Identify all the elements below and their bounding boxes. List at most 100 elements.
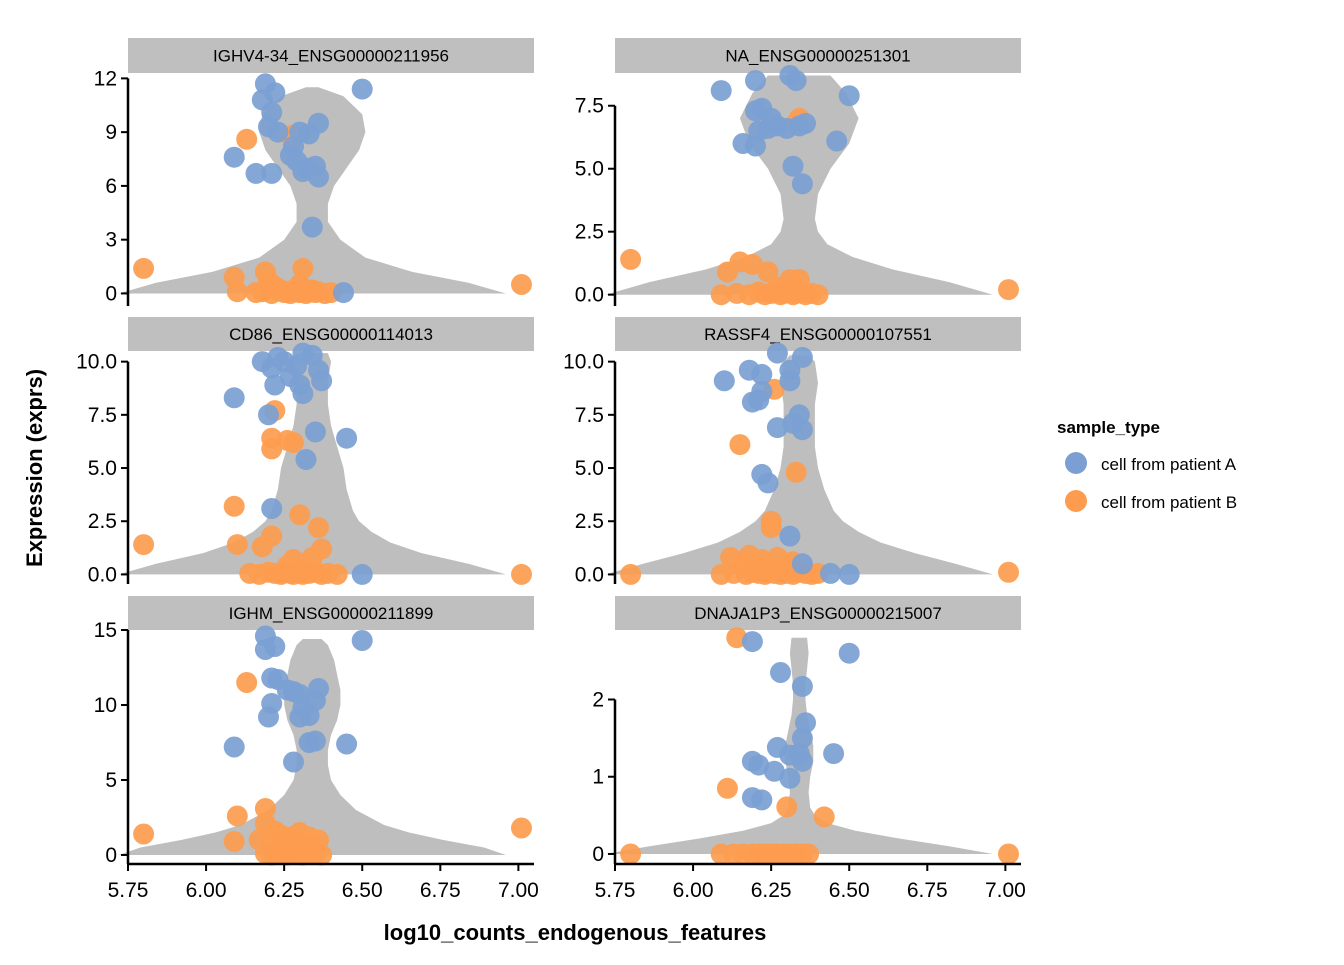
data-point-patient-a [301,216,323,238]
data-point-patient-b [308,517,329,539]
data-point-patient-a [283,751,304,773]
data-point-patient-a [333,282,354,304]
y-tick-label: 15 [94,619,117,642]
facet-strip [615,38,1021,73]
data-point-patient-b [511,563,532,585]
y-tick-label: 6 [105,175,117,198]
data-point-patient-b [254,798,276,819]
data-point-patient-a [785,70,807,92]
data-point-patient-a [791,173,813,195]
data-point-patient-b [133,823,155,845]
y-tick-label: 9 [105,121,117,144]
data-point-patient-a [791,419,813,441]
data-point-patient-a [336,427,358,449]
data-point-patient-a [766,417,788,439]
data-point-patient-a [295,449,317,470]
data-point-patient-b [620,843,642,865]
data-point-patient-b [283,432,304,453]
y-tick-label: 5.0 [575,457,604,480]
x-tick-label: 6.00 [673,879,714,902]
data-point-patient-b [276,555,298,577]
y-tick-label: 0.0 [88,563,117,586]
data-point-patient-a [223,387,245,409]
data-point-patient-a [304,730,326,752]
data-point-patient-b [760,517,782,539]
data-point-patient-a [779,767,801,789]
facet-panel: IGHV4-34_ENSG00000211956 0 3 6 9 12 [94,38,534,306]
data-point-patient-b [798,843,820,865]
data-point-patient-a [791,750,813,772]
x-tick-label: 5.75 [595,879,636,902]
facet-strip [615,596,1021,630]
data-point-patient-b [236,128,258,150]
x-tick-label: 6.50 [342,879,383,902]
data-point-patient-b [710,284,732,306]
data-point-patient-a [838,642,860,664]
x-tick-label: 6.25 [264,879,305,902]
data-point-patient-b [785,461,807,483]
data-point-patient-a [261,357,283,379]
data-point-patient-a [713,370,735,392]
data-point-patient-a [261,162,283,184]
data-point-patient-b [289,274,311,295]
legend-title: sample_type [1057,418,1160,437]
data-point-patient-b [779,277,801,299]
facet-title: CD86_ENSG00000114013 [229,325,433,344]
data-point-patient-a [710,80,732,102]
y-tick-label: 5 [105,769,117,792]
data-point-patient-b [998,279,1019,301]
data-point-patient-b [283,838,304,860]
data-point-patient-a [741,631,763,653]
data-point-patient-b [511,274,532,295]
legend-label-patient-a: cell from patient A [1101,455,1237,474]
data-point-patient-a [264,636,286,657]
data-point-patient-a [223,736,245,758]
data-point-patient-b [226,805,248,827]
data-point-patient-b [264,275,286,297]
data-point-patient-a [751,789,773,811]
y-tick-label: 0 [592,843,604,866]
y-tick-label: 5.0 [575,158,604,181]
data-point-patient-a [826,130,848,152]
data-point-patient-a [258,706,279,728]
data-point-patient-a [245,162,267,184]
facet-panel: DNAJA1P3_ENSG00000215007 0 1 2 5.75 6.00 6.25 6… [592,596,1026,902]
data-point-patient-b [716,777,738,799]
x-tick-label: 6.50 [829,879,870,902]
data-point-patient-a [745,135,766,157]
x-axis-label: log10_counts_endogenous_features [384,920,767,945]
facet-strip [615,317,1021,351]
y-tick-label: 5.0 [88,457,117,480]
data-point-patient-a [791,675,813,697]
x-tick-label: 6.75 [907,879,948,902]
data-point-patient-a [770,662,791,683]
data-point-patient-b [776,556,798,578]
data-point-patient-a [757,117,779,139]
data-point-patient-b [223,831,245,852]
data-point-patient-b [226,281,248,303]
y-tick-label: 2 [592,689,604,712]
facet-panel: RASSF4_ENSG00000107551 0.0 2.5 5.0 7.5 10.0 [563,317,1021,586]
facet-strip [128,38,534,73]
facet-panels: IGHV4-34_ENSG00000211956036912NA_ENSG000… [76,38,1026,902]
data-point-patient-a [766,342,788,364]
data-point-patient-a [298,705,320,726]
data-point-patient-a [261,498,283,519]
facet-title: RASSF4_ENSG00000107551 [704,325,932,344]
violin-shape [118,87,506,294]
data-point-patient-a [779,525,801,547]
y-tick-label: 7.5 [575,404,604,427]
data-point-patient-b [133,534,155,556]
facet-title: NA_ENSG00000251301 [725,47,910,66]
data-point-patient-a [745,70,766,92]
data-point-patient-b [326,563,348,585]
data-point-patient-a [336,733,358,755]
facet-title: IGHM_ENSG00000211899 [229,604,434,623]
data-point-patient-b [998,843,1019,865]
data-point-patient-b [813,806,835,828]
legend-key-patient-a [1065,452,1087,474]
y-axis-label: Expression (exprs) [22,369,47,567]
facet-title: IGHV4-34_ENSG00000211956 [213,47,449,66]
y-tick-label: 0.0 [575,563,604,586]
